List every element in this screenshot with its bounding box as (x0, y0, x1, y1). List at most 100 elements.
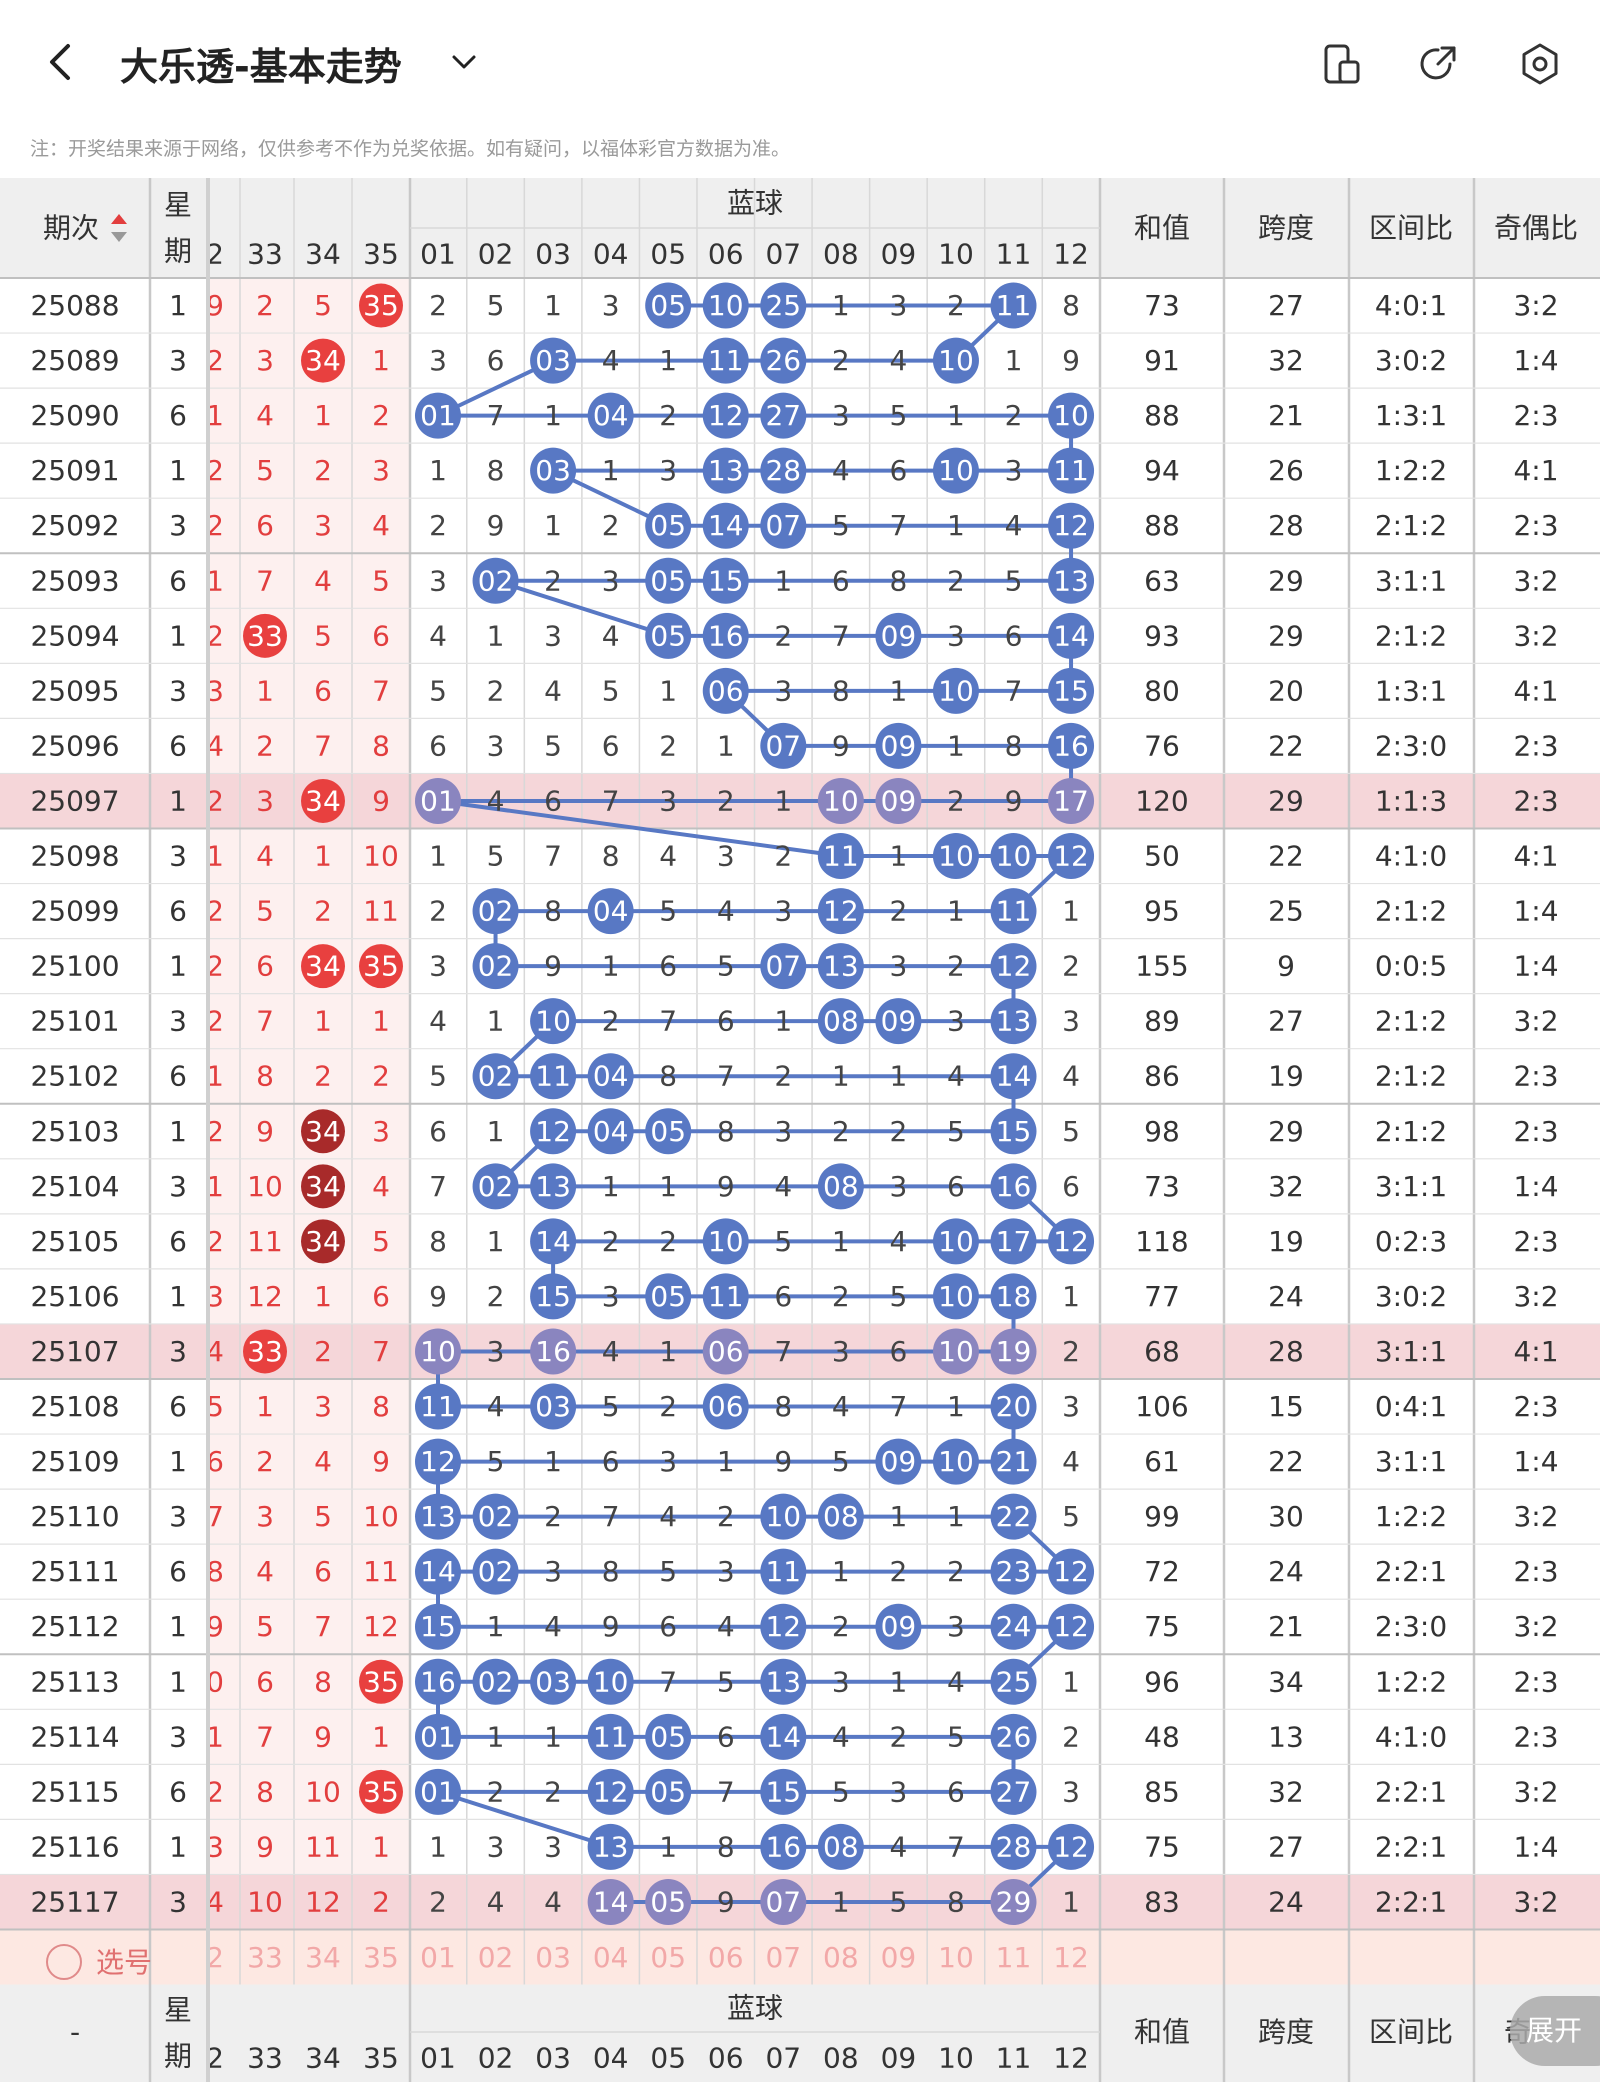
red-ball[interactable] (359, 1659, 403, 1704)
blue-ball[interactable] (817, 833, 864, 880)
blue-ball[interactable] (990, 1328, 1037, 1375)
red-ball[interactable] (301, 338, 345, 383)
blue-ball[interactable] (472, 1658, 519, 1705)
blue-ball[interactable] (645, 1713, 692, 1760)
blue-ball[interactable] (472, 943, 519, 990)
blue-ball[interactable] (817, 777, 864, 824)
blue-ball[interactable] (817, 943, 864, 990)
chevron-down-icon[interactable] (448, 46, 480, 78)
blue-ball[interactable] (990, 833, 1037, 880)
blue-ball[interactable] (990, 1163, 1037, 1210)
red-ball[interactable] (301, 778, 345, 823)
red-ball[interactable] (359, 1769, 403, 1814)
blue-ball[interactable] (1048, 1218, 1095, 1265)
blue-ball[interactable] (875, 722, 922, 769)
blue-ball[interactable] (645, 1768, 692, 1815)
blue-ball[interactable] (990, 1878, 1037, 1925)
blue-ball[interactable] (760, 282, 807, 329)
blue-ball[interactable] (990, 1108, 1037, 1155)
blue-ball[interactable] (932, 337, 979, 384)
blue-ball[interactable] (932, 833, 979, 880)
blue-ball[interactable] (415, 1658, 461, 1705)
blue-ball[interactable] (932, 1328, 979, 1375)
blue-ball[interactable] (702, 1328, 749, 1375)
blue-ball[interactable] (817, 1163, 864, 1210)
blue-ball[interactable] (760, 392, 807, 439)
blue-ball[interactable] (645, 502, 692, 549)
blue-ball[interactable] (760, 1713, 807, 1760)
expand-button[interactable]: 展开 (1510, 1996, 1600, 2066)
red-ball[interactable] (243, 613, 287, 658)
blue-ball[interactable] (990, 1603, 1037, 1650)
blue-ball[interactable] (990, 943, 1037, 990)
blue-ball[interactable] (587, 1713, 634, 1760)
blue-ball[interactable] (587, 1053, 634, 1100)
red-ball[interactable] (359, 283, 403, 328)
blue-ball[interactable] (875, 1603, 922, 1650)
blue-ball[interactable] (702, 667, 749, 714)
blue-ball[interactable] (587, 392, 634, 439)
share-icon[interactable] (1414, 40, 1462, 88)
blue-ball[interactable] (645, 557, 692, 604)
device-switch-icon[interactable] (1318, 40, 1366, 88)
blue-ball[interactable] (990, 1823, 1037, 1870)
blue-ball[interactable] (415, 1768, 461, 1815)
blue-ball[interactable] (760, 1878, 807, 1925)
blue-ball[interactable] (1048, 1823, 1095, 1870)
blue-ball[interactable] (415, 1713, 461, 1760)
settings-icon[interactable] (1516, 40, 1564, 88)
blue-ball[interactable] (1048, 667, 1095, 714)
blue-ball[interactable] (415, 1548, 461, 1595)
blue-ball[interactable] (415, 392, 461, 439)
blue-ball[interactable] (875, 998, 922, 1045)
blue-ball[interactable] (415, 1493, 461, 1540)
blue-ball[interactable] (760, 1658, 807, 1705)
blue-ball[interactable] (530, 337, 577, 384)
blue-ball[interactable] (415, 1383, 461, 1430)
blue-ball[interactable] (1048, 1548, 1095, 1595)
back-icon[interactable] (40, 40, 84, 84)
blue-ball[interactable] (587, 888, 634, 935)
blue-ball[interactable] (530, 1053, 577, 1100)
blue-ball[interactable] (990, 282, 1037, 329)
blue-ball[interactable] (530, 1383, 577, 1430)
blue-ball[interactable] (990, 1493, 1037, 1540)
blue-ball[interactable] (645, 1108, 692, 1155)
sort-up-icon[interactable] (111, 214, 127, 224)
blue-ball[interactable] (760, 1768, 807, 1815)
blue-ball[interactable] (415, 777, 461, 824)
blue-ball[interactable] (932, 1218, 979, 1265)
blue-ball[interactable] (1048, 392, 1095, 439)
blue-ball[interactable] (587, 1658, 634, 1705)
blue-ball[interactable] (702, 392, 749, 439)
blue-ball[interactable] (587, 1823, 634, 1870)
blue-ball[interactable] (875, 777, 922, 824)
blue-ball[interactable] (1048, 833, 1095, 880)
blue-ball[interactable] (587, 1768, 634, 1815)
blue-ball[interactable] (932, 1438, 979, 1485)
blue-ball[interactable] (990, 1713, 1037, 1760)
blue-ball[interactable] (990, 1383, 1037, 1430)
red-ball[interactable] (359, 944, 403, 989)
page-title[interactable]: 大乐透-基本走势 (120, 45, 402, 89)
blue-ball[interactable] (760, 502, 807, 549)
blue-ball[interactable] (1048, 777, 1095, 824)
blue-ball[interactable] (645, 1878, 692, 1925)
blue-ball[interactable] (875, 612, 922, 659)
red-ball[interactable] (243, 1329, 287, 1374)
blue-ball[interactable] (990, 888, 1037, 935)
blue-ball[interactable] (702, 612, 749, 659)
blue-ball[interactable] (472, 557, 519, 604)
sort-down-icon[interactable] (111, 232, 127, 242)
blue-ball[interactable] (472, 888, 519, 935)
blue-ball[interactable] (990, 1218, 1037, 1265)
blue-ball[interactable] (1048, 1603, 1095, 1650)
blue-ball[interactable] (530, 1108, 577, 1155)
blue-ball[interactable] (587, 1108, 634, 1155)
blue-ball[interactable] (702, 557, 749, 604)
blue-ball[interactable] (760, 1548, 807, 1595)
red-ball[interactable] (301, 1164, 345, 1209)
blue-ball[interactable] (1048, 722, 1095, 769)
blue-ball[interactable] (932, 447, 979, 494)
blue-ball[interactable] (932, 1273, 979, 1320)
